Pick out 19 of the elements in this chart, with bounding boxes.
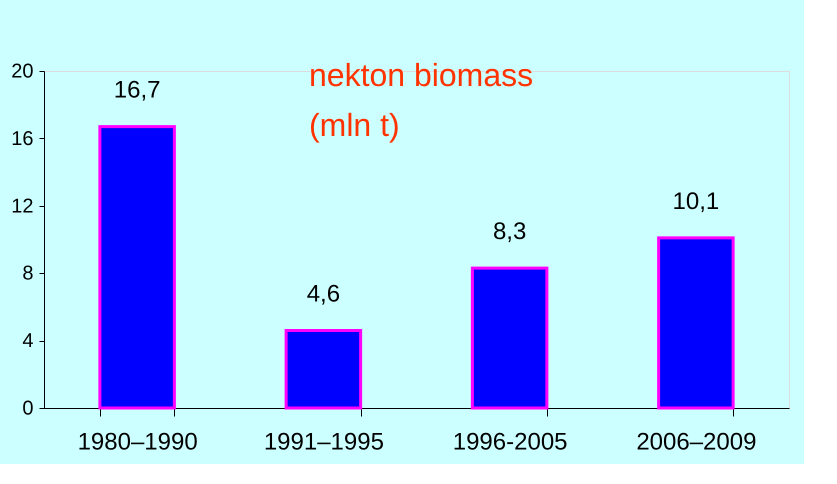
data-label: 8,3	[492, 218, 526, 246]
y-tick-label: 20	[11, 60, 34, 82]
x-tick-label: 1991–1995	[264, 428, 384, 456]
data-label: 4,6	[306, 280, 340, 308]
x-tick-label: 2006–2009	[636, 428, 756, 456]
y-tick-label: 8	[22, 262, 34, 285]
data-label: 10,1	[672, 188, 720, 215]
bar	[470, 266, 548, 410]
bar	[284, 328, 362, 410]
y-tick-label: 16	[11, 128, 34, 150]
x-tick-label: 1980–1990	[78, 428, 198, 456]
y-tick-label: 12	[11, 195, 34, 218]
chart-title: nekton biomass (mln t)	[309, 57, 534, 143]
y-tick-label: 0	[22, 398, 34, 420]
y-tick-label: 4	[22, 330, 34, 352]
x-tick-label: 1996-2005	[452, 428, 568, 456]
bar	[98, 125, 176, 410]
bar	[657, 236, 735, 410]
data-label: 16,7	[114, 76, 160, 104]
